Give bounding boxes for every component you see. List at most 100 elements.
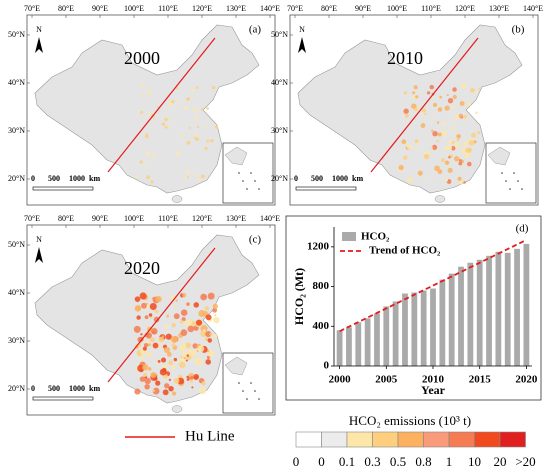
emission-dot xyxy=(141,83,145,87)
emission-dot xyxy=(147,90,152,95)
inset-island xyxy=(254,180,256,182)
emission-dot xyxy=(179,345,186,352)
emission-dot xyxy=(431,146,434,149)
north-label: N xyxy=(36,235,42,244)
emission-dot xyxy=(155,380,161,386)
emission-dot xyxy=(200,174,205,179)
lat-label: 20°N xyxy=(271,174,288,183)
map-panel: N 2010 (b) 0 500 1000 km 70°E 80°E 90°E 100°E 110°E… xyxy=(271,4,543,206)
emission-dot xyxy=(437,107,443,112)
emission-dot xyxy=(154,309,159,314)
north-arrow xyxy=(298,37,306,53)
emission-dot xyxy=(411,94,417,99)
hu-line xyxy=(107,37,216,173)
lon-label: 130°E xyxy=(489,4,509,13)
color-box xyxy=(397,431,424,448)
hu-line xyxy=(370,37,479,173)
emission-dot xyxy=(146,351,153,358)
emission-dot xyxy=(462,141,468,147)
scale-label: km xyxy=(89,384,100,393)
emission-dot xyxy=(179,319,184,324)
x-tick-label: 2015 xyxy=(469,374,492,386)
emission-dot xyxy=(145,151,150,156)
emission-dot xyxy=(157,359,161,363)
emission-dot xyxy=(204,306,210,311)
inset-island xyxy=(242,390,244,392)
inset-island xyxy=(501,172,503,174)
emission-dot xyxy=(202,329,206,332)
lon-label: 80°E xyxy=(321,4,337,13)
scale-label: km xyxy=(89,174,100,183)
lon-label: 140°E xyxy=(260,214,280,223)
inset-coast xyxy=(487,146,511,166)
bar xyxy=(467,262,474,366)
emission-dot xyxy=(447,98,454,104)
emission-dot xyxy=(186,302,190,306)
emission-dot xyxy=(210,139,214,143)
inset-island xyxy=(250,172,252,174)
emission-dot xyxy=(458,161,463,166)
emission-dot xyxy=(413,85,418,90)
hainan xyxy=(434,195,446,203)
emission-dot xyxy=(171,343,176,347)
emission-dot xyxy=(462,166,465,169)
emission-dot xyxy=(454,142,460,148)
emission-dot xyxy=(192,108,196,112)
emission-dot xyxy=(136,315,141,320)
emission-dot xyxy=(148,313,153,317)
emission-dot xyxy=(180,329,188,336)
emission-dot xyxy=(195,86,199,89)
emission-dot xyxy=(144,384,150,390)
bar xyxy=(448,273,455,366)
emission-dot xyxy=(205,314,212,321)
map-letter: (c) xyxy=(249,234,262,246)
emission-dot xyxy=(193,302,200,308)
emission-dot xyxy=(446,93,449,97)
emission-dot xyxy=(200,325,208,333)
emission-dot xyxy=(168,102,173,107)
emission-dot xyxy=(143,372,148,377)
emission-legend-title: HCO₂ emissions (10³ t) xyxy=(349,413,471,428)
inset-coast xyxy=(224,146,248,166)
emission-dot xyxy=(161,122,166,126)
emission-dot xyxy=(163,346,171,354)
emission-dot xyxy=(137,353,141,357)
emission-dot xyxy=(161,335,165,338)
map-letter: (b) xyxy=(512,24,525,36)
emission-dot xyxy=(437,132,442,137)
emission-dot xyxy=(142,346,147,351)
emission-dot xyxy=(140,110,144,114)
north-label: N xyxy=(36,25,42,34)
emission-dot xyxy=(147,113,151,117)
inset-island xyxy=(254,390,256,392)
lat-label: 30°N xyxy=(8,126,25,135)
emission-dot xyxy=(147,343,151,347)
x-tick-label: 2020 xyxy=(515,374,538,386)
lat-label: 50°N xyxy=(271,30,288,39)
emission-dot xyxy=(193,373,200,380)
legend-label: HCO₂ xyxy=(361,231,390,243)
emission-dot xyxy=(463,181,466,184)
emission-dot xyxy=(189,379,193,383)
emission-dot xyxy=(139,160,143,164)
hainan xyxy=(171,195,183,203)
emission-dot xyxy=(452,94,457,100)
emission-dot xyxy=(175,151,180,156)
emission-dot xyxy=(431,144,438,150)
hu-line xyxy=(107,247,216,383)
emission-dot xyxy=(133,325,141,333)
emission-dot xyxy=(432,102,438,108)
emission-dot xyxy=(447,167,453,173)
emission-dot xyxy=(191,386,194,389)
lat-label: 40°N xyxy=(8,288,25,297)
emission-dot xyxy=(151,151,155,154)
emission-dot xyxy=(186,140,191,145)
emission-dot xyxy=(206,107,209,110)
emission-dot xyxy=(460,148,466,154)
y-axis-label: HCO₂ (Mt) xyxy=(292,268,306,325)
color-box xyxy=(321,431,348,448)
emission-dot xyxy=(452,87,457,92)
emission-dot xyxy=(443,146,448,151)
emission-dot xyxy=(468,140,475,146)
emission-dot xyxy=(177,377,185,385)
